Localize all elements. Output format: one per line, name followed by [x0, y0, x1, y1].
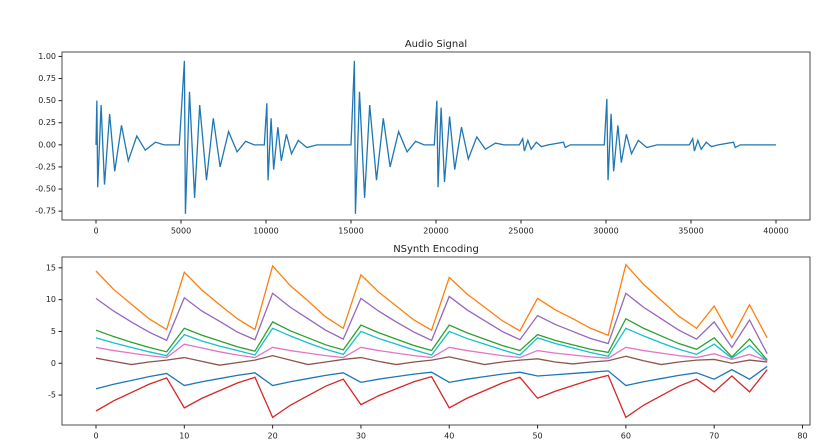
y-tick-label: 15: [46, 263, 56, 272]
data-line: [95, 317, 768, 361]
x-tick-label: 20: [268, 432, 278, 441]
x-tick-label: 10: [179, 432, 189, 441]
x-tick-label: 10000: [253, 227, 278, 236]
y-tick-label: 0.25: [38, 118, 56, 127]
x-tick-label: 25000: [508, 227, 533, 236]
data-line: [95, 327, 768, 362]
x-tick-label: 40: [444, 432, 454, 441]
data-line: [95, 343, 768, 362]
x-tick-label: 70: [709, 432, 719, 441]
x-tick-label: 0: [93, 227, 98, 236]
chart-title: NSynth Encoding: [393, 244, 479, 255]
y-tick-label: 1.00: [38, 52, 56, 61]
x-tick-label: 35000: [678, 227, 703, 236]
data-line: [95, 292, 768, 355]
x-tick-label: 30: [356, 432, 366, 441]
y-tick-label: 0.00: [38, 140, 56, 149]
chart-title: Audio Signal: [405, 39, 467, 50]
y-tick-label: 0.75: [38, 74, 56, 83]
x-tick-label: 40000: [763, 227, 788, 236]
data-line: [95, 365, 768, 390]
x-tick-label: 30000: [593, 227, 618, 236]
y-tick-label: -0.75: [35, 207, 56, 216]
x-tick-label: 20000: [423, 227, 448, 236]
x-tick-label: 0: [93, 432, 98, 441]
x-tick-label: 5000: [171, 227, 191, 236]
x-tick-label: 60: [621, 432, 631, 441]
y-tick-label: 0: [51, 359, 56, 368]
axes-frame: [61, 256, 811, 426]
x-tick-label: 15000: [338, 227, 363, 236]
data-line: [95, 354, 768, 366]
data-line: [95, 60, 776, 214]
data-line: [95, 263, 768, 340]
x-tick-label: 50: [532, 432, 542, 441]
y-tick-label: 0.50: [38, 96, 56, 105]
y-tick-label: -5: [48, 391, 56, 400]
data-line: [95, 369, 768, 419]
y-tick-label: 10: [46, 295, 56, 304]
y-tick-label: -0.50: [35, 185, 56, 194]
x-tick-label: 80: [797, 432, 807, 441]
y-tick-label: -0.25: [35, 162, 56, 171]
y-tick-label: 5: [51, 327, 56, 336]
axes-frame: [61, 51, 811, 221]
